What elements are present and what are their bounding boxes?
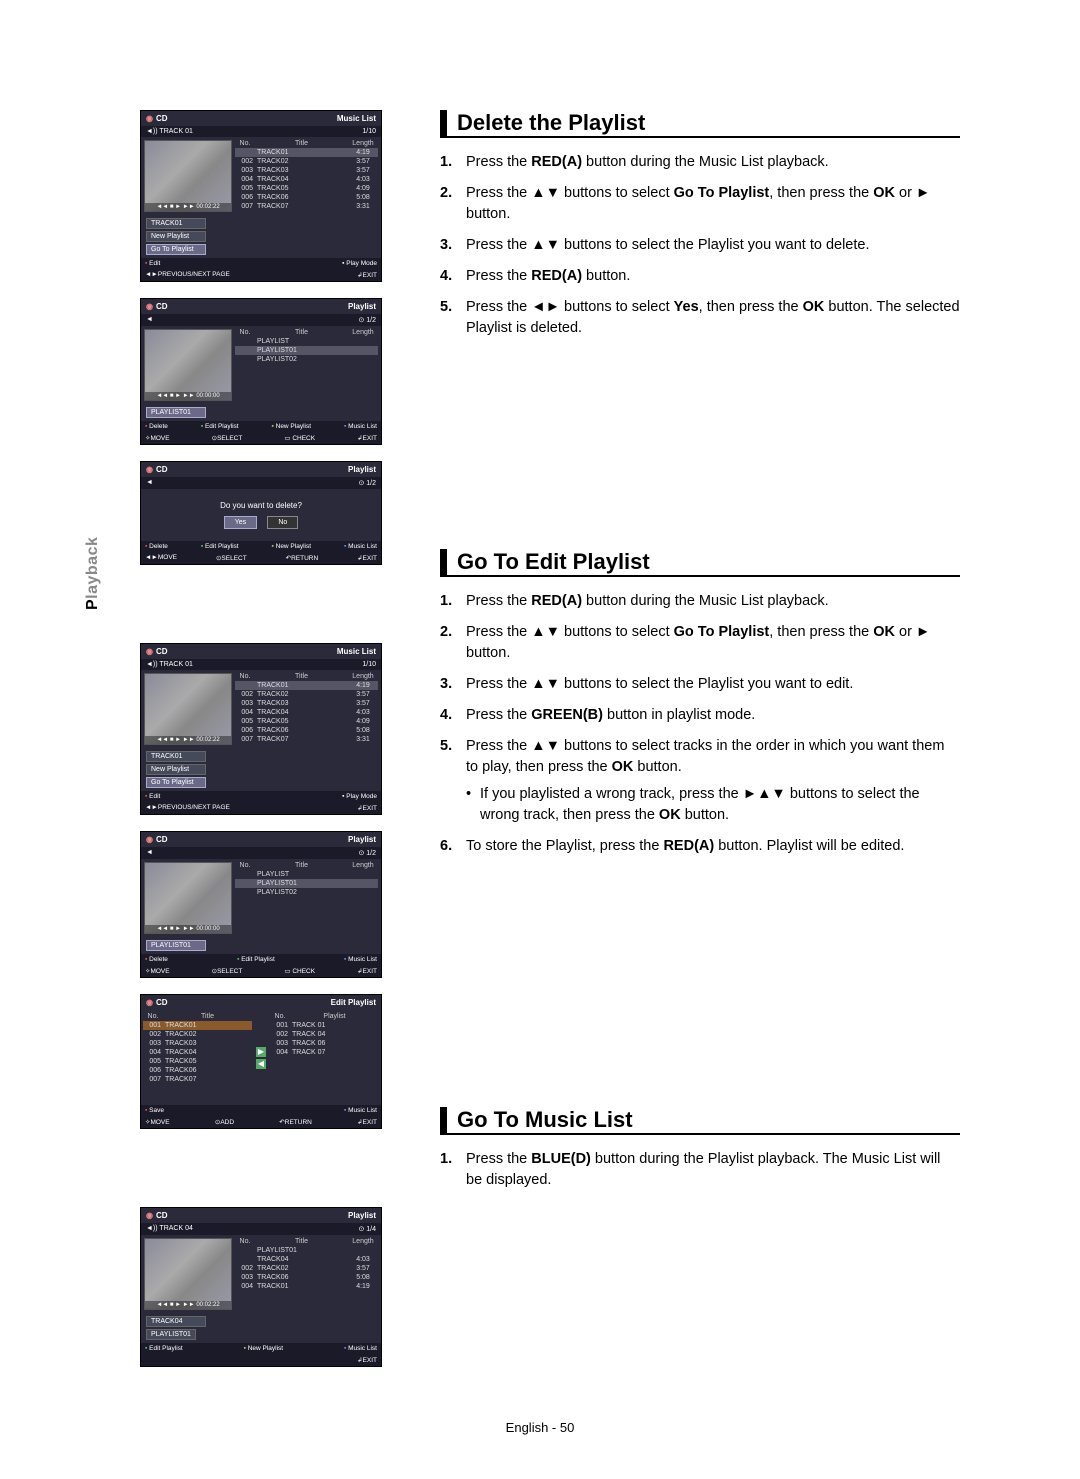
mini-playlist-list: ◉CDPlaylist ◄⊙ 1/2 ◄◄ ■ ► ►► 00:00:00 No… (140, 298, 382, 445)
mini-delete-dialog: ◉CDPlaylist ◄⊙ 1/2 Do you want to delete… (140, 461, 382, 565)
mini-edit-playlist: ◉CDEdit Playlist No.Title 001TRACK01002T… (140, 994, 382, 1129)
step: Press the ▲▼ buttons to select Go To Pla… (440, 183, 960, 225)
step: Press the ▲▼ buttons to select the Playl… (440, 235, 960, 256)
mini-musiclist-2: ◉CDMusic List ◄)) TRACK 011/10 ◄◄ ■ ► ►►… (140, 643, 382, 815)
page-number: English - 50 (0, 1420, 1080, 1435)
section-delete-playlist: Delete the Playlist Press the RED(A) but… (440, 110, 960, 349)
side-tab-label: Playback (84, 537, 102, 610)
section-edit-playlist: Go To Edit Playlist Press the RED(A) but… (440, 549, 960, 867)
step: Press the RED(A) button during the Music… (440, 152, 960, 173)
section-title: Delete the Playlist (457, 110, 645, 136)
step: Press the ▲▼ buttons to select the Playl… (440, 674, 960, 695)
section-title: Go To Music List (457, 1107, 633, 1133)
mini-playlist-playback: ◉CDPlaylist ◄)) TRACK 04⊙ 1/4 ◄◄ ■ ► ►► … (140, 1207, 382, 1367)
step: Press the BLUE(D) button during the Play… (440, 1149, 960, 1191)
mini-musiclist-1: ◉CDMusic List ◄)) TRACK 011/10 ◄◄ ■ ► ►►… (140, 110, 382, 282)
section-goto-musiclist: Go To Music List Press the BLUE(D) butto… (440, 1107, 960, 1201)
step: Press the RED(A) button. (440, 266, 960, 287)
step: Press the RED(A) button during the Music… (440, 591, 960, 612)
step: Press the GREEN(B) button in playlist mo… (440, 705, 960, 726)
step: To store the Playlist, press the RED(A) … (440, 836, 960, 857)
section-title: Go To Edit Playlist (457, 549, 650, 575)
step: Press the ◄► buttons to select Yes, then… (440, 297, 960, 339)
mini-playlist-list-2: ◉CDPlaylist ◄⊙ 1/2 ◄◄ ■ ► ►► 00:00:00 No… (140, 831, 382, 978)
step: Press the ▲▼ buttons to select tracks in… (440, 736, 960, 826)
step: Press the ▲▼ buttons to select Go To Pla… (440, 622, 960, 664)
